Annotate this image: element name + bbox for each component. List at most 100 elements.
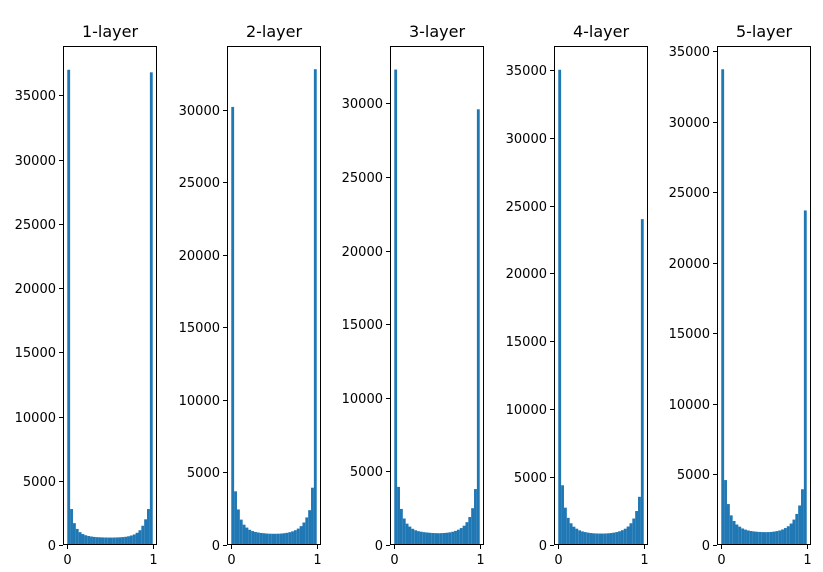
y-tick-label: 30000 bbox=[506, 132, 547, 147]
histogram-bar bbox=[445, 532, 449, 545]
histogram-bar bbox=[789, 523, 793, 545]
histogram-bar bbox=[578, 530, 582, 545]
y-tick-label: 15000 bbox=[15, 346, 56, 361]
histogram-bar bbox=[442, 533, 446, 545]
histogram-bar bbox=[305, 517, 309, 545]
y-tick-label: 5000 bbox=[514, 471, 547, 486]
histogram-bar bbox=[408, 526, 412, 545]
x-tick-label: 0 bbox=[63, 553, 71, 568]
histogram-bar bbox=[81, 534, 85, 545]
histogram-bar bbox=[738, 526, 742, 545]
histogram-bar bbox=[746, 530, 750, 545]
histogram-bar bbox=[583, 532, 587, 545]
histogram-bar bbox=[764, 532, 767, 545]
y-tick-label: 25000 bbox=[179, 176, 220, 191]
y-tick-label: 10000 bbox=[342, 392, 383, 407]
histogram-bar bbox=[471, 508, 475, 545]
histogram-bar bbox=[772, 531, 776, 545]
histogram-bar bbox=[293, 530, 297, 545]
histogram-bar bbox=[448, 532, 452, 545]
histogram-bar bbox=[801, 489, 804, 545]
axes-frame bbox=[63, 46, 157, 545]
histogram-bar bbox=[595, 533, 599, 545]
y-tick-label: 20000 bbox=[15, 282, 56, 297]
x-tick-label: 0 bbox=[717, 553, 725, 568]
histogram-bar bbox=[72, 523, 76, 545]
y-tick-label: 30000 bbox=[342, 97, 383, 112]
y-tick-label: 5000 bbox=[187, 466, 220, 481]
panel-title: 3-layer bbox=[409, 22, 466, 41]
histogram-bar bbox=[417, 531, 420, 545]
x-tick-label: 0 bbox=[390, 553, 398, 568]
histogram-bar bbox=[729, 515, 733, 545]
histogram-bar bbox=[112, 537, 116, 545]
histogram-bar bbox=[454, 530, 457, 545]
histogram-bar bbox=[110, 537, 113, 545]
histogram-bar bbox=[431, 533, 435, 545]
histogram-bar bbox=[411, 528, 415, 545]
y-tick-label: 5000 bbox=[23, 475, 56, 490]
histogram-bar bbox=[563, 507, 567, 545]
histogram-bar bbox=[459, 528, 463, 545]
histogram-bar bbox=[792, 519, 796, 545]
y-tick-label: 15000 bbox=[179, 321, 220, 336]
histogram-bar bbox=[761, 532, 764, 545]
histogram-bar bbox=[104, 537, 108, 545]
y-tick-label: 35000 bbox=[669, 45, 710, 60]
y-tick-label: 0 bbox=[48, 539, 56, 554]
histogram-bar bbox=[589, 533, 593, 545]
histogram-bar bbox=[476, 109, 480, 545]
histogram-bar bbox=[147, 509, 150, 545]
axes-frame bbox=[717, 46, 811, 545]
histogram-bar bbox=[769, 531, 773, 545]
panel-title: 2-layer bbox=[246, 22, 303, 41]
histogram-bar bbox=[721, 69, 725, 545]
histogram-bar bbox=[465, 522, 469, 545]
y-tick-label: 20000 bbox=[342, 245, 383, 260]
histogram-bar bbox=[405, 523, 409, 545]
histogram-bar bbox=[236, 509, 240, 545]
histogram-bar bbox=[87, 536, 91, 545]
histogram-bar bbox=[402, 518, 406, 545]
axes-frame bbox=[227, 46, 321, 545]
histogram-bar bbox=[620, 530, 624, 545]
histogram-bar bbox=[399, 508, 403, 545]
histogram-bar bbox=[561, 485, 564, 545]
histogram-bar bbox=[795, 513, 799, 545]
histogram-bar bbox=[598, 533, 601, 545]
histogram-bar bbox=[245, 527, 249, 545]
histogram-bar bbox=[615, 532, 619, 545]
histogram-bar bbox=[67, 69, 71, 545]
y-tick-label: 0 bbox=[375, 539, 383, 554]
axes-frame bbox=[554, 46, 648, 545]
histogram-bar bbox=[749, 531, 753, 545]
y-tick-label: 30000 bbox=[179, 104, 220, 119]
histogram-bar bbox=[101, 537, 105, 545]
histogram-bar bbox=[755, 531, 759, 545]
histogram-bar bbox=[474, 489, 477, 545]
histogram-bar bbox=[775, 531, 779, 545]
y-tick-label: 15000 bbox=[669, 327, 710, 342]
histogram-bar bbox=[422, 532, 426, 545]
y-tick-label: 10000 bbox=[15, 411, 56, 426]
histogram-bar bbox=[781, 529, 784, 545]
histogram-bar bbox=[592, 533, 596, 545]
y-tick-label: 0 bbox=[539, 539, 547, 554]
histogram-bar bbox=[124, 536, 128, 545]
histogram-panel-3: 0 5000 10000 15000 20000 25000 30000 0 1 3-layer bbox=[342, 22, 485, 568]
histogram-bar bbox=[434, 533, 437, 545]
histogram-bar bbox=[586, 532, 590, 545]
histogram-bar bbox=[70, 509, 73, 545]
y-tick-label: 35000 bbox=[506, 64, 547, 79]
histogram-bar bbox=[291, 531, 294, 545]
histogram-bar bbox=[566, 517, 570, 545]
histogram-bar bbox=[414, 530, 418, 545]
x-tick-label: 0 bbox=[227, 553, 235, 568]
histogram-bar bbox=[248, 529, 252, 545]
histogram-bar bbox=[741, 528, 745, 545]
histogram-bar bbox=[75, 528, 79, 545]
histogram-bar bbox=[437, 533, 440, 545]
y-tick-label: 10000 bbox=[179, 394, 220, 409]
histogram-bar bbox=[558, 69, 562, 545]
